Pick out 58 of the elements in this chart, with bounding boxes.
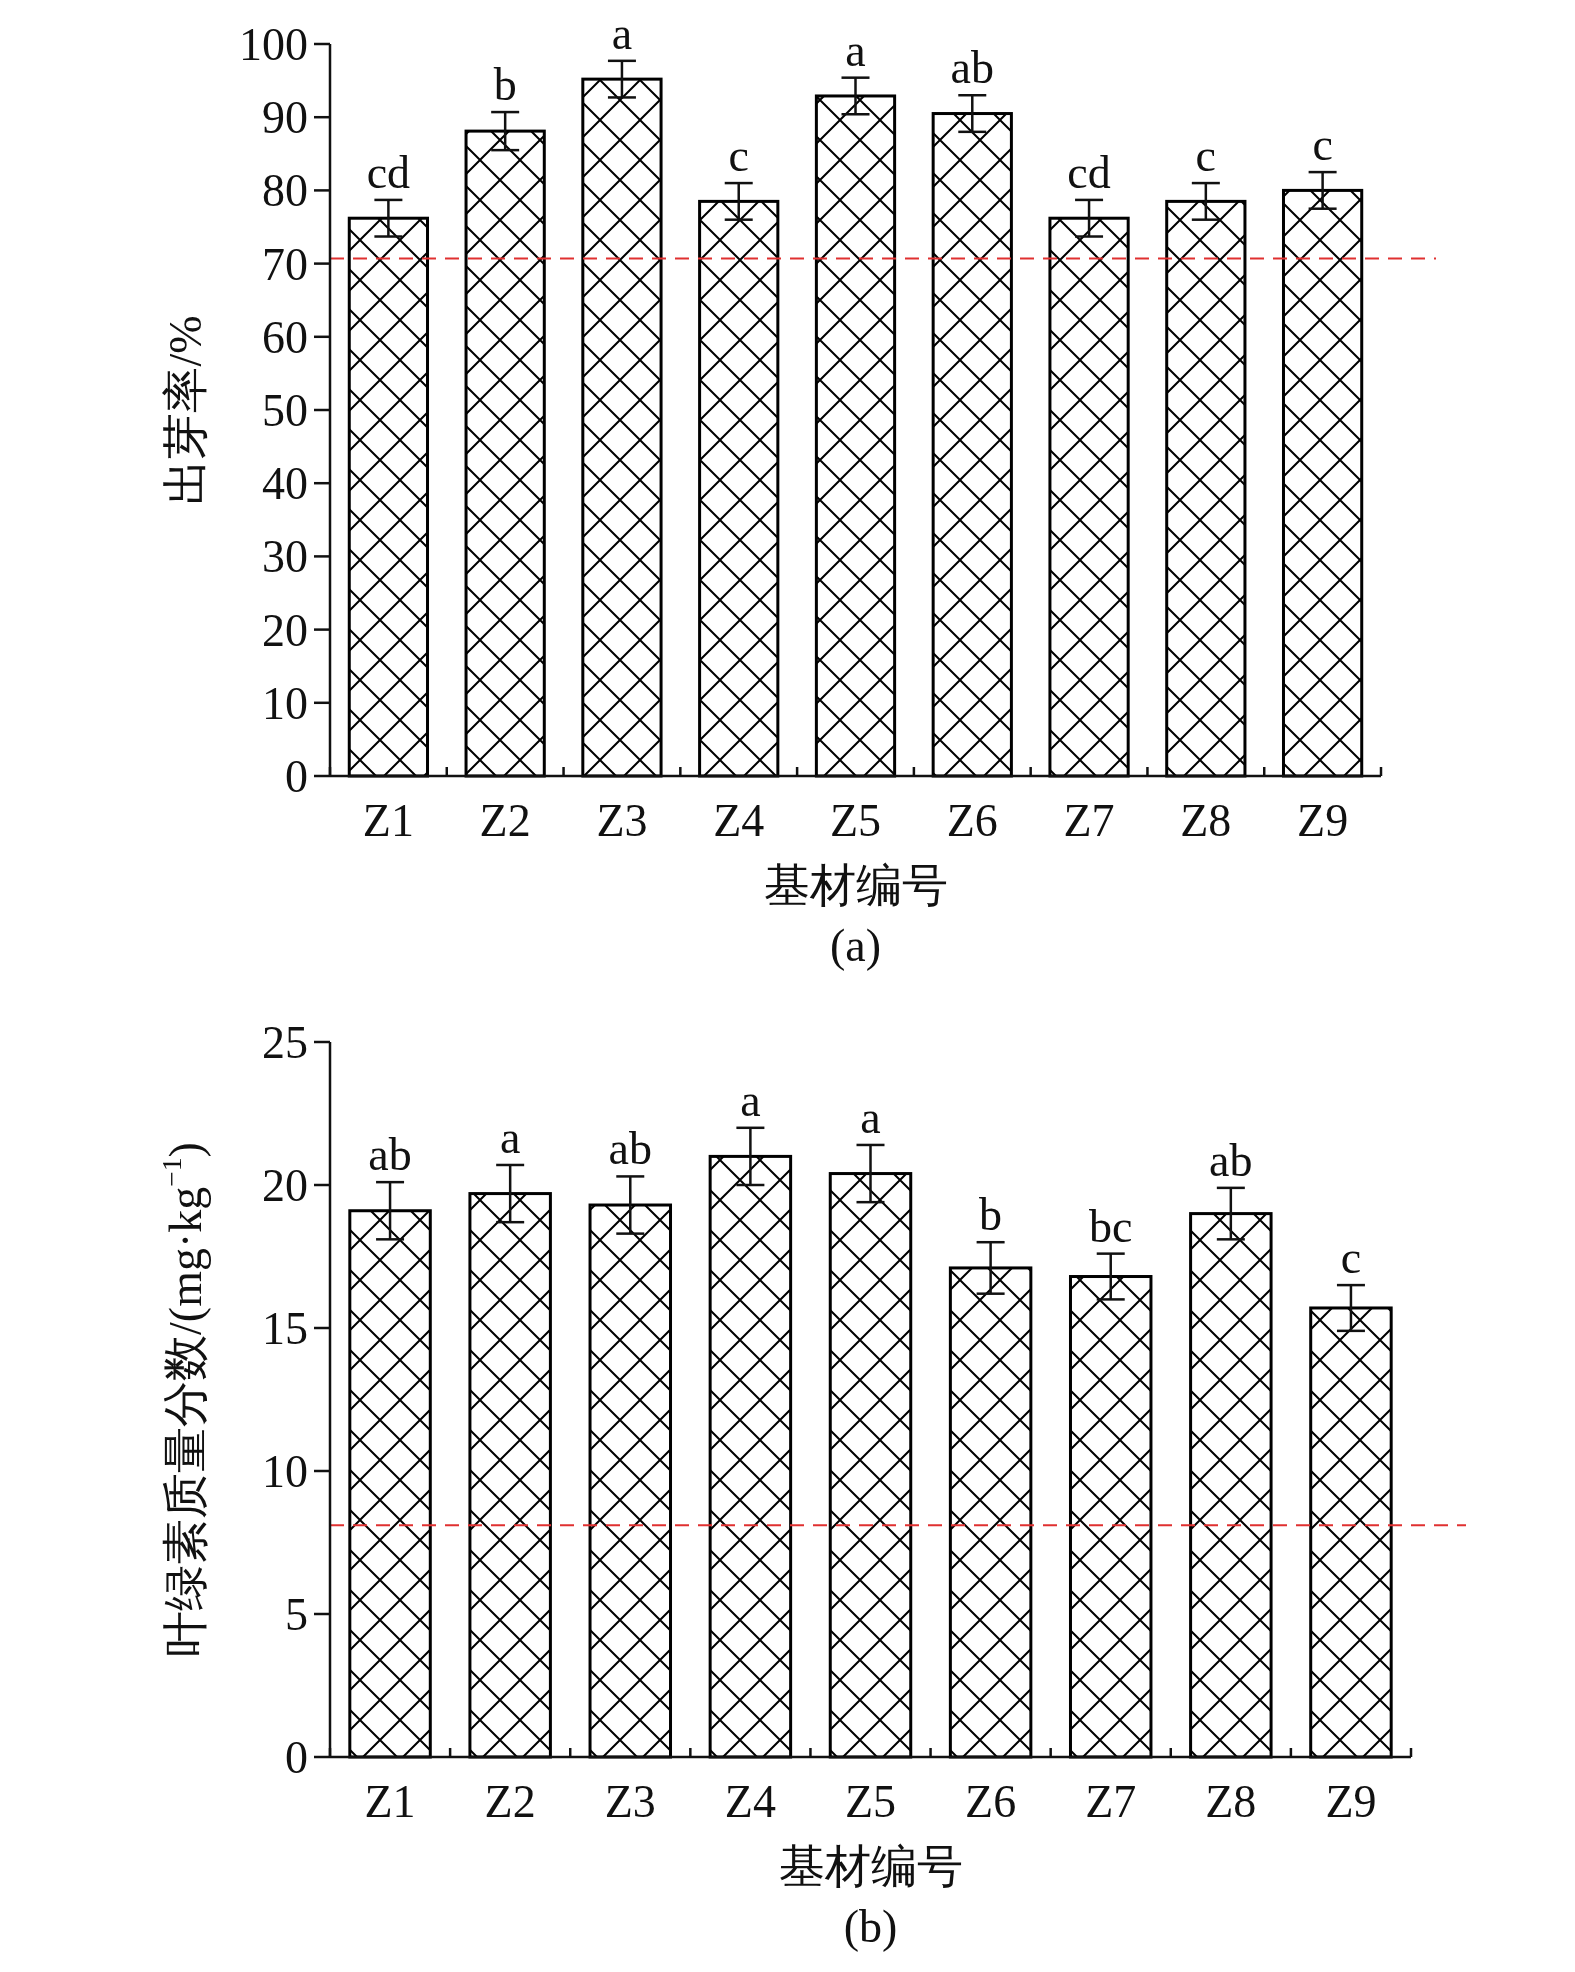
x-tick-label: Z5 (844, 1776, 897, 1827)
y-tick-label: 15 (262, 1303, 308, 1354)
x-axis-title: 基材编号 (763, 860, 948, 911)
y-tick-label: 5 (285, 1589, 308, 1640)
y-tick-label: 25 (262, 1017, 308, 1068)
value-label: c (728, 130, 749, 182)
x-tick-label: Z2 (484, 1776, 536, 1827)
x-tick-label: Z8 (1180, 795, 1232, 846)
value-label: b (493, 59, 517, 111)
y-tick-label: 10 (262, 1446, 308, 1497)
x-tick-label: Z6 (965, 1776, 1017, 1827)
x-tick-label: Z4 (724, 1776, 776, 1827)
value-label: ab (950, 42, 994, 94)
y-tick-label: 50 (262, 385, 308, 436)
x-tick-label: Z4 (713, 795, 765, 846)
value-label: a (499, 1112, 521, 1163)
y-tick-label: 70 (262, 238, 308, 290)
x-axis-title: 基材编号 (778, 1841, 963, 1892)
x-tick-label: Z7 (1063, 795, 1115, 846)
y-tick-label: 90 (262, 92, 308, 144)
y-tick-label: 10 (262, 677, 308, 729)
y-tick-label: 100 (239, 19, 308, 70)
value-label: b (979, 1189, 1003, 1241)
x-tick-label: Z1 (362, 795, 414, 846)
value-label: a (845, 24, 866, 76)
value-label: c (1195, 130, 1217, 182)
value-label: c (1340, 1232, 1362, 1284)
x-tick-label: Z9 (1297, 795, 1349, 846)
x-tick-label: Z3 (604, 1776, 656, 1827)
y-tick-label: 20 (262, 1160, 308, 1211)
x-tick-label: Z6 (946, 795, 998, 846)
x-tick-label: Z8 (1205, 1776, 1257, 1827)
x-tick-label: Z2 (479, 795, 531, 846)
value-label: ab (1209, 1134, 1253, 1186)
text: (b) (843, 1901, 898, 1952)
text: (a) (829, 920, 882, 971)
x-tick-label: Z7 (1085, 1776, 1137, 1827)
y-axis-title: 出芽率/% (159, 315, 211, 505)
value-label: bc (1089, 1200, 1133, 1252)
value-label: a (611, 7, 633, 59)
value-label: cd (1067, 146, 1111, 198)
value-label: ab (608, 1123, 652, 1175)
y-tick-label: 20 (262, 604, 308, 656)
y-tick-label: 0 (285, 1732, 308, 1783)
value-label: a (740, 1074, 761, 1126)
value-label: a (860, 1091, 881, 1143)
value-label: cd (366, 146, 411, 198)
y-tick-label: 0 (285, 751, 308, 802)
x-tick-label: Z5 (829, 795, 882, 846)
value-label: ab (368, 1129, 412, 1181)
y-tick-label: 60 (262, 311, 308, 363)
x-tick-label: Z3 (596, 795, 648, 846)
y-tick-label: 80 (262, 165, 308, 217)
x-tick-label: Z9 (1325, 1776, 1377, 1827)
y-tick-label: 40 (262, 458, 308, 510)
value-label: c (1312, 119, 1333, 171)
y-tick-label: 30 (262, 531, 308, 583)
x-tick-label: Z1 (364, 1776, 416, 1827)
